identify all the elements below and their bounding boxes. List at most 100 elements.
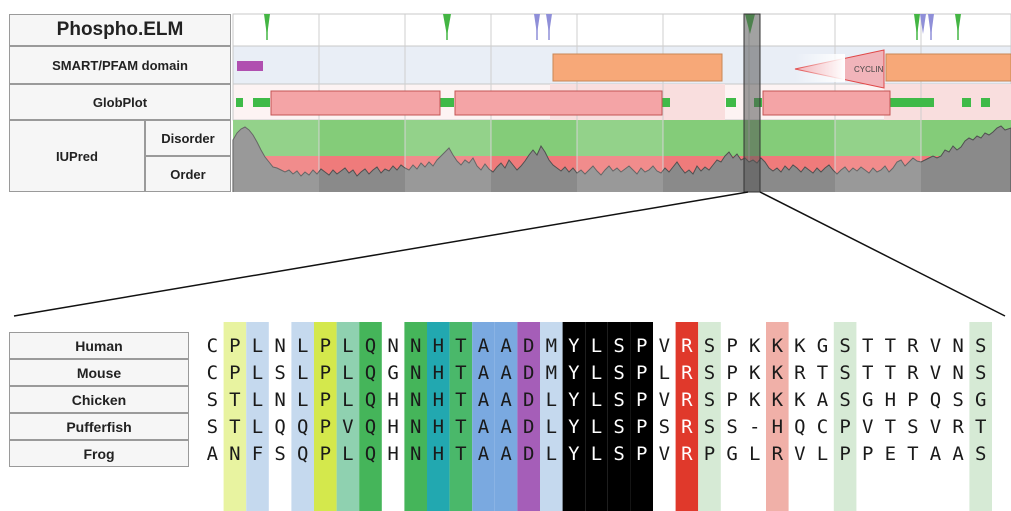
residue: P bbox=[320, 416, 331, 438]
residue: P bbox=[636, 389, 647, 411]
residue: L bbox=[252, 362, 263, 384]
residue: K bbox=[794, 389, 806, 411]
residue: P bbox=[636, 416, 647, 438]
residue: N bbox=[410, 335, 421, 357]
residue: P bbox=[839, 443, 850, 465]
alignment-column-35 bbox=[969, 322, 992, 511]
residue: G bbox=[726, 443, 737, 465]
residue: V bbox=[794, 443, 805, 465]
residue: L bbox=[546, 416, 557, 438]
residue: S bbox=[613, 335, 624, 357]
residue: N bbox=[410, 443, 421, 465]
residue: A bbox=[500, 335, 512, 357]
residue: L bbox=[342, 362, 353, 384]
alignment-column-13 bbox=[472, 322, 495, 511]
alignment-column-15 bbox=[517, 322, 540, 511]
residue: S bbox=[839, 335, 850, 357]
residue: H bbox=[387, 389, 398, 411]
residue: H bbox=[433, 416, 444, 438]
residue: R bbox=[681, 362, 693, 384]
residue: C bbox=[207, 335, 218, 357]
track-label-globplot: GlobPlot bbox=[9, 84, 231, 120]
residue: N bbox=[387, 335, 398, 357]
residue: T bbox=[862, 362, 873, 384]
alignment-column-7 bbox=[336, 322, 360, 511]
residue: L bbox=[342, 443, 353, 465]
residue: L bbox=[591, 389, 602, 411]
residue: Q bbox=[794, 416, 805, 438]
residue: H bbox=[772, 416, 783, 438]
residue: T bbox=[455, 362, 466, 384]
residue: T bbox=[975, 416, 986, 438]
species-label-chicken: Chicken bbox=[9, 386, 189, 413]
residue: L bbox=[591, 443, 602, 465]
alignment-column-2 bbox=[223, 322, 247, 511]
residue: V bbox=[659, 335, 670, 357]
residue: R bbox=[794, 362, 806, 384]
residue: H bbox=[885, 389, 896, 411]
residue: V bbox=[930, 416, 941, 438]
residue: S bbox=[704, 362, 715, 384]
residue: A bbox=[478, 335, 490, 357]
residue: H bbox=[433, 443, 444, 465]
alignment-column-6 bbox=[314, 322, 337, 511]
residue: K bbox=[749, 389, 761, 411]
residue: L bbox=[546, 443, 557, 465]
residue: L bbox=[817, 443, 828, 465]
residue: N bbox=[952, 335, 963, 357]
domain-cyclin-arrow bbox=[794, 49, 885, 89]
residue: R bbox=[681, 443, 693, 465]
alignment-column-11 bbox=[427, 322, 450, 511]
residue: F bbox=[252, 443, 263, 465]
residue: V bbox=[862, 416, 873, 438]
track-label-phospho-elm: Phospho.ELM bbox=[9, 14, 231, 46]
residue: T bbox=[455, 443, 466, 465]
residue: P bbox=[907, 389, 918, 411]
residue: S bbox=[704, 389, 715, 411]
alignment-column-18 bbox=[585, 322, 608, 511]
residue: L bbox=[591, 335, 602, 357]
residue: D bbox=[523, 362, 534, 384]
residue: P bbox=[636, 443, 647, 465]
residue: V bbox=[930, 362, 941, 384]
zoom-region-outline bbox=[743, 13, 761, 193]
residue: P bbox=[320, 389, 331, 411]
zoom-region-highlight bbox=[744, 14, 760, 192]
residue: N bbox=[274, 335, 285, 357]
residue: S bbox=[613, 416, 624, 438]
residue: P bbox=[229, 362, 240, 384]
residue: A bbox=[930, 443, 942, 465]
residue: H bbox=[387, 443, 398, 465]
residue: H bbox=[433, 362, 444, 384]
residue: L bbox=[297, 335, 308, 357]
alignment-column-3 bbox=[246, 322, 269, 511]
residue: Q bbox=[365, 416, 376, 438]
residue: Q bbox=[365, 362, 376, 384]
residue: - bbox=[749, 416, 760, 438]
phospho-site-7 bbox=[920, 14, 926, 34]
track-label-order: Order bbox=[145, 156, 231, 192]
alignment-column-26 bbox=[766, 322, 789, 511]
residue: L bbox=[252, 416, 263, 438]
residue: A bbox=[207, 443, 219, 465]
residue: S bbox=[704, 335, 715, 357]
residue: G bbox=[975, 389, 986, 411]
track-label-smart-pfam: SMART/PFAM domain bbox=[9, 46, 231, 84]
residue: A bbox=[478, 416, 490, 438]
residue: L bbox=[546, 389, 557, 411]
alignment-column-16 bbox=[540, 322, 563, 511]
residue: T bbox=[229, 416, 240, 438]
alignment-column-12 bbox=[449, 322, 473, 511]
residue: S bbox=[975, 362, 986, 384]
residue: T bbox=[455, 389, 466, 411]
residue: A bbox=[478, 389, 490, 411]
residue: S bbox=[207, 416, 218, 438]
residue: N bbox=[274, 389, 285, 411]
residue: Y bbox=[568, 362, 580, 384]
residue: V bbox=[342, 416, 353, 438]
residue: H bbox=[433, 389, 444, 411]
residue: L bbox=[342, 335, 353, 357]
residue: L bbox=[297, 389, 308, 411]
residue: G bbox=[862, 389, 873, 411]
alignment-column-17 bbox=[562, 322, 586, 511]
